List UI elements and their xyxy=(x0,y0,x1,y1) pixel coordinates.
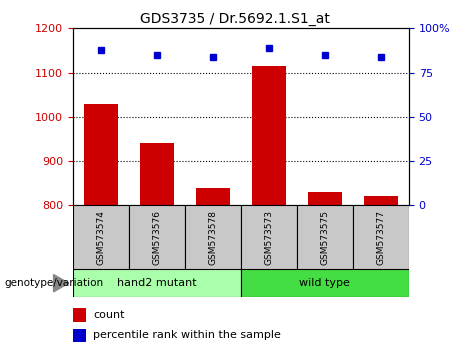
Text: GSM573576: GSM573576 xyxy=(152,210,161,265)
Bar xyxy=(129,205,185,269)
Bar xyxy=(252,66,286,205)
Text: GSM573575: GSM573575 xyxy=(321,210,329,265)
Text: GSM573577: GSM573577 xyxy=(376,210,385,265)
Bar xyxy=(140,143,173,205)
Bar xyxy=(84,104,118,205)
Bar xyxy=(73,308,86,322)
Bar xyxy=(196,188,230,205)
Bar xyxy=(185,205,241,269)
Bar xyxy=(241,205,297,269)
Text: percentile rank within the sample: percentile rank within the sample xyxy=(93,330,281,341)
Text: GSM573573: GSM573573 xyxy=(265,210,274,265)
Text: genotype/variation: genotype/variation xyxy=(5,278,104,288)
Bar xyxy=(308,192,342,205)
Text: GSM573578: GSM573578 xyxy=(208,210,217,265)
Text: GSM573574: GSM573574 xyxy=(96,210,105,265)
Text: hand2 mutant: hand2 mutant xyxy=(117,278,196,288)
Text: GDS3735 / Dr.5692.1.S1_at: GDS3735 / Dr.5692.1.S1_at xyxy=(140,12,330,27)
Polygon shape xyxy=(54,275,69,292)
Bar xyxy=(297,205,353,269)
Bar xyxy=(241,269,409,297)
Bar xyxy=(353,205,409,269)
Text: wild type: wild type xyxy=(299,278,350,288)
Bar xyxy=(73,329,86,342)
Bar xyxy=(73,269,241,297)
Text: count: count xyxy=(93,310,125,320)
Bar xyxy=(364,196,398,205)
Bar xyxy=(73,205,129,269)
